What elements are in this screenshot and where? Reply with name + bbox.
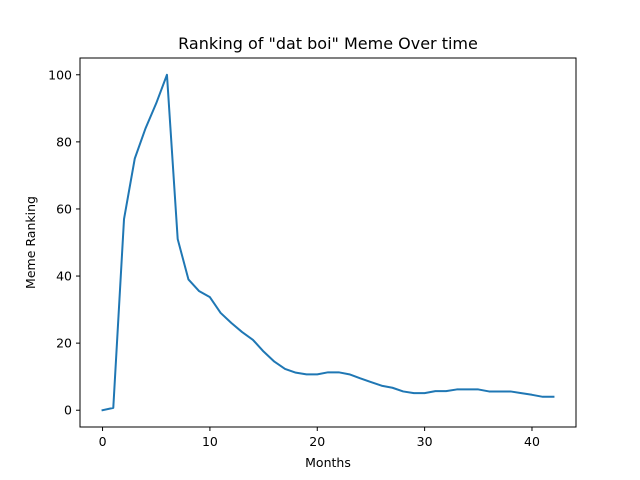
x-tick-label: 10 — [202, 434, 218, 449]
y-tick-label: 20 — [56, 336, 72, 351]
x-tick-label: 20 — [309, 434, 325, 449]
y-tick-label: 0 — [64, 403, 72, 418]
plot-area-frame — [79, 57, 577, 428]
x-axis-ticks: 0 10 20 30 40 — [99, 427, 540, 449]
x-tick-label: 0 — [99, 434, 107, 449]
y-tick-label: 40 — [56, 269, 72, 284]
y-axis-ticks: 0 20 40 60 80 100 — [48, 67, 80, 418]
series-layer — [101, 73, 555, 412]
chart-title: Ranking of "dat boi" Meme Over time — [178, 34, 478, 53]
y-tick-label: 100 — [48, 67, 72, 82]
x-tick-label: 30 — [417, 434, 433, 449]
y-tick-label: 60 — [56, 201, 72, 216]
y-tick-label: 80 — [56, 134, 72, 149]
x-axis-label: Months — [305, 455, 351, 470]
x-tick-label: 40 — [524, 434, 540, 449]
series-line — [101, 73, 555, 412]
y-axis-label: Meme Ranking — [23, 196, 38, 289]
